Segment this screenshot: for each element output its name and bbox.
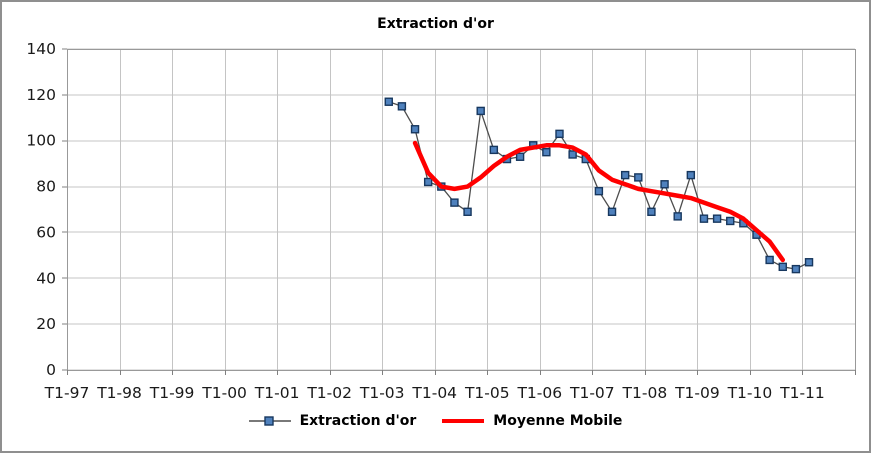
- y-tick-label: 80: [36, 178, 56, 196]
- x-tick-label: T1-98: [96, 384, 142, 402]
- data-point-marker: [620, 170, 630, 180]
- gridlines: [67, 48, 856, 371]
- data-point-marker: [804, 258, 814, 267]
- x-tick-label: T1-09: [674, 384, 720, 402]
- data-point-marker: [555, 129, 564, 139]
- data-point-marker: [489, 145, 499, 155]
- y-tick-label: 100: [26, 132, 56, 150]
- chart-title: Extraction d'or: [377, 16, 494, 32]
- data-point-marker: [568, 150, 577, 159]
- y-tick-label: 20: [36, 315, 56, 333]
- legend-item-extraction: Extraction d'or: [248, 413, 417, 429]
- axis-labels: 0 20 40 60 80 100 120 140 T1-97 T1-98 T1-99 T1-00 T1…: [26, 40, 824, 402]
- x-tick-label: T1-01: [254, 384, 300, 402]
- x-tick-label: T1-99: [149, 384, 195, 402]
- moyenne-mobile-line: [412, 140, 786, 263]
- data-point-marker: [765, 255, 774, 265]
- data-point-marker: [384, 97, 393, 106]
- x-tick-label: T1-08: [622, 384, 668, 402]
- data-point-marker: [673, 212, 682, 221]
- legend: Extraction d'or Moyenne Mobile: [2, 413, 869, 429]
- extraction-series-markers: [384, 97, 814, 274]
- y-tick-label: 140: [26, 40, 56, 58]
- data-point-marker: [542, 147, 551, 157]
- data-point-marker: [660, 180, 669, 189]
- data-point-marker: [791, 264, 801, 274]
- plot-background: [67, 49, 855, 370]
- x-tick-label: T1-06: [516, 384, 562, 402]
- line-marker-key-icon: [248, 416, 291, 426]
- data-point-marker: [607, 207, 617, 216]
- data-point-marker: [397, 102, 407, 111]
- x-tick-label: T1-02: [306, 384, 352, 402]
- x-tick-label: T1-03: [359, 384, 405, 402]
- red-line-key-icon: [442, 419, 485, 423]
- plot-border: [67, 49, 856, 371]
- data-point-marker: [647, 207, 656, 216]
- data-point-marker: [410, 125, 420, 134]
- data-point-marker: [726, 216, 735, 226]
- x-tick-label: T1-11: [779, 384, 825, 402]
- y-tick-label: 0: [46, 361, 56, 379]
- x-tick-label: T1-00: [201, 384, 247, 402]
- data-point-marker: [515, 152, 525, 161]
- x-tick-label: T1-97: [44, 384, 90, 402]
- legend-key-marker: [263, 416, 274, 426]
- y-tick-label: 60: [36, 223, 56, 241]
- y-tick-label: 120: [26, 86, 56, 104]
- data-point-marker: [699, 214, 709, 223]
- data-point-marker: [634, 173, 643, 182]
- x-tick-label: T1-07: [569, 384, 615, 402]
- axis-ticks: [62, 48, 856, 375]
- y-tick-label: 40: [36, 269, 56, 287]
- x-tick-label: T1-10: [727, 384, 773, 402]
- legend-item-moyenne: Moyenne Mobile: [442, 413, 622, 429]
- data-point-marker: [423, 177, 433, 187]
- x-tick-label: T1-05: [464, 384, 510, 402]
- data-point-marker: [686, 170, 696, 180]
- legend-label-moyenne: Moyenne Mobile: [493, 413, 623, 429]
- data-point-marker: [712, 214, 722, 223]
- data-point-marker: [450, 198, 459, 207]
- data-point-marker: [463, 207, 472, 216]
- data-point-marker: [476, 106, 485, 116]
- x-tick-label: T1-04: [411, 384, 457, 402]
- data-point-marker: [778, 262, 787, 272]
- legend-label-extraction: Extraction d'or: [299, 413, 417, 429]
- data-point-marker: [594, 186, 604, 196]
